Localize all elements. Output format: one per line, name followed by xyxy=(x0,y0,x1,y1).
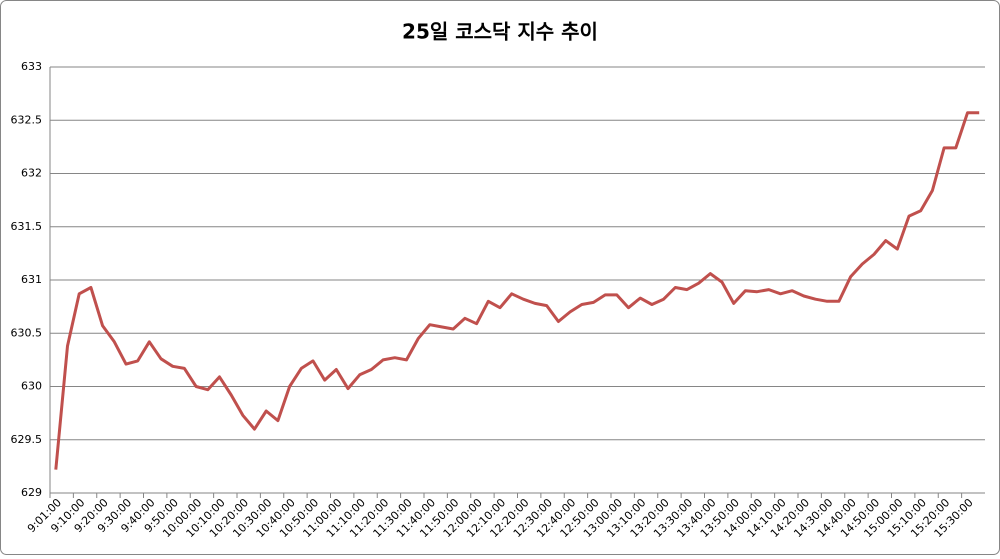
y-tick-label: 633 xyxy=(21,60,42,73)
chart-title: 25일 코스닥 지수 추이 xyxy=(402,20,598,44)
y-tick-label: 631.5 xyxy=(11,220,43,233)
y-tick-label: 630.5 xyxy=(11,326,43,339)
data-line xyxy=(54,111,980,470)
y-tick-label: 631 xyxy=(21,273,42,286)
y-tick-label: 630 xyxy=(21,380,42,393)
y-tick-label: 629 xyxy=(21,486,42,499)
y-tick-label: 632 xyxy=(21,167,42,180)
y-tick-label: 629.5 xyxy=(11,433,43,446)
y-tick-label: 632.5 xyxy=(11,113,43,126)
